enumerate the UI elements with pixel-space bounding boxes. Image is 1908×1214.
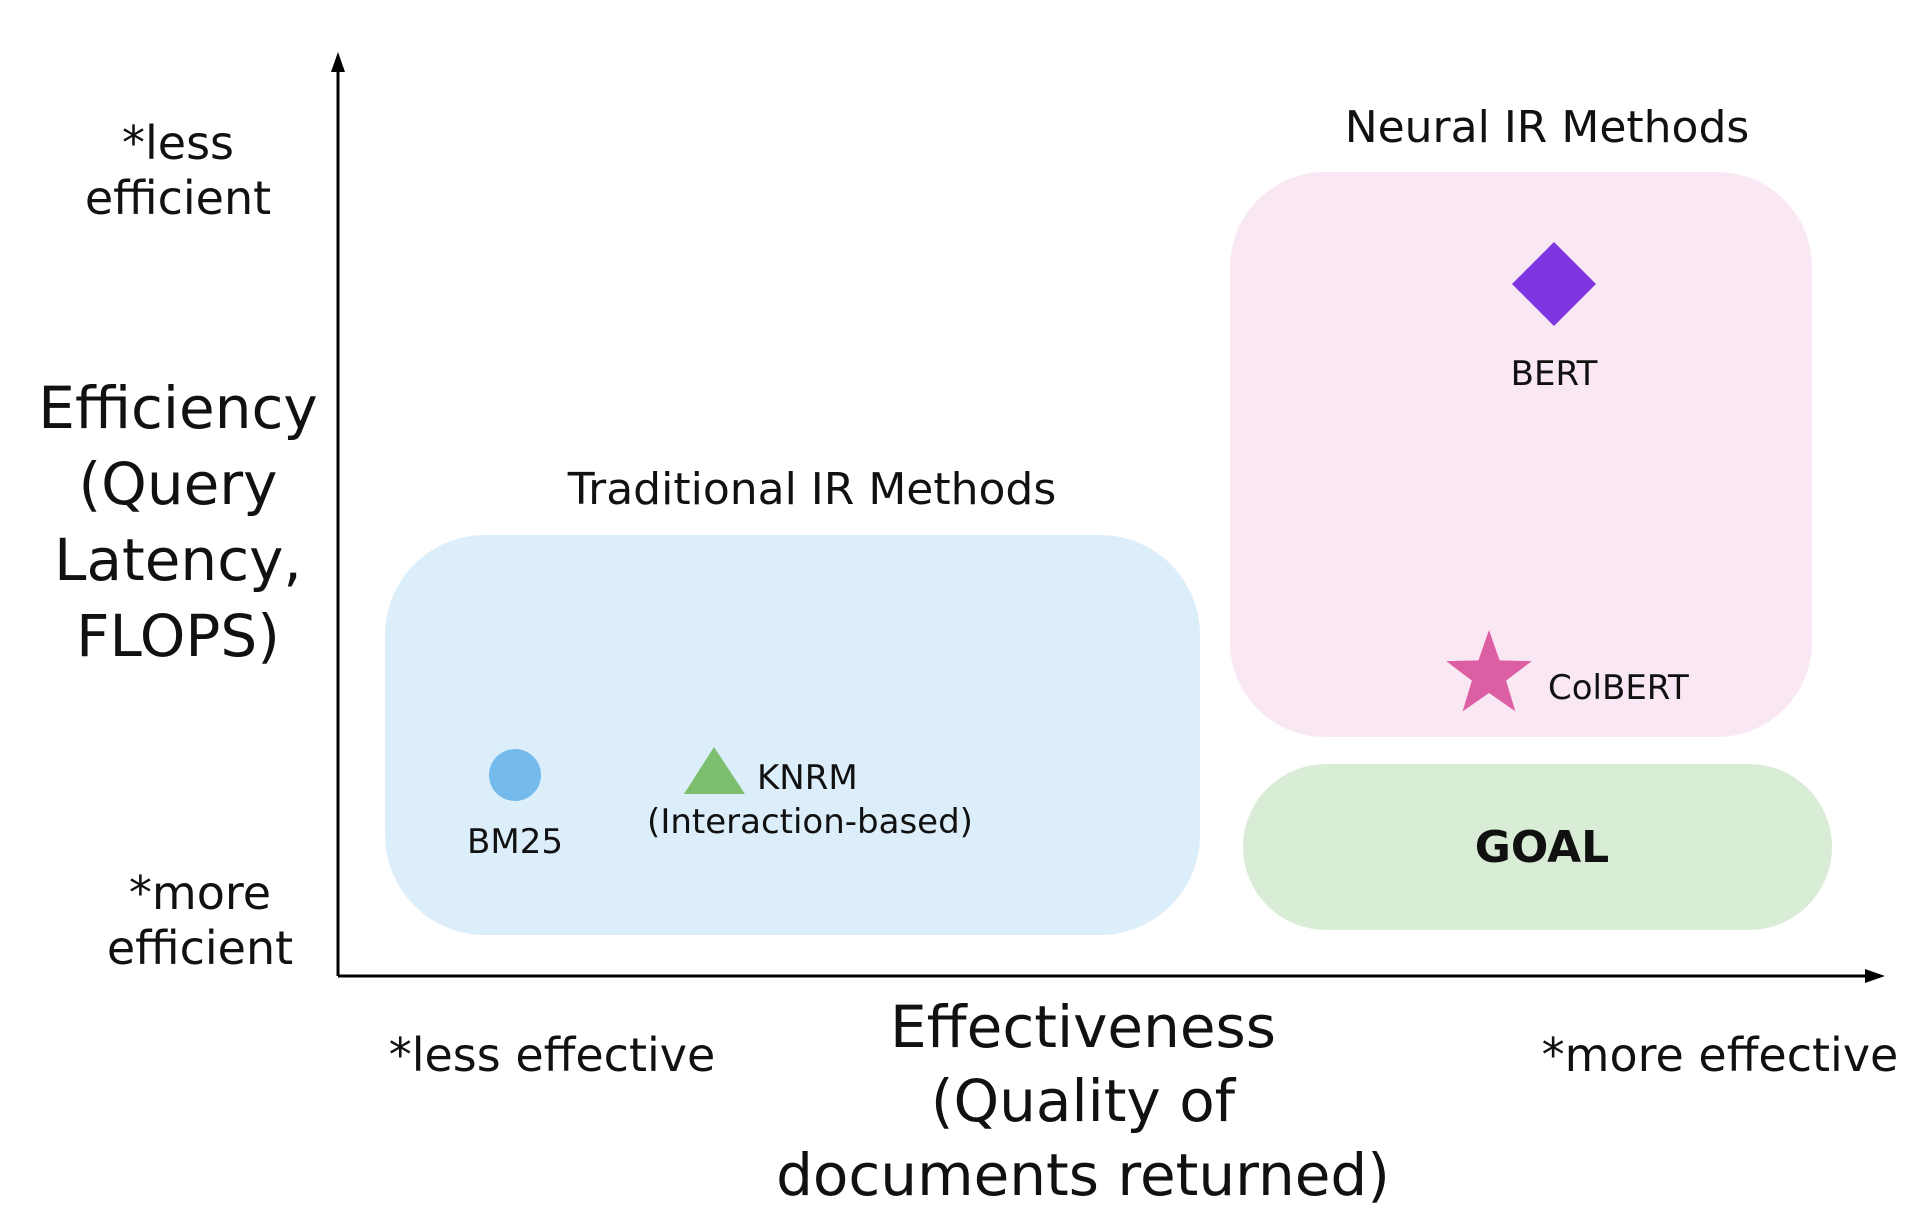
y-axis-title-line-2: (Query: [78, 450, 278, 518]
x-left-note: *less effective: [388, 1028, 716, 1082]
y-axis-title-line-3: Latency,: [54, 526, 302, 594]
y-axis-arrowhead: [331, 52, 345, 72]
x-axis-title-line-1: Effectiveness: [890, 993, 1276, 1061]
y-bottom-note-line-1: *more: [128, 866, 272, 920]
traditional-ir-title: Traditional IR Methods: [567, 464, 1057, 515]
neural-ir-region: [1230, 172, 1812, 737]
colbert-label: ColBERT: [1548, 668, 1689, 708]
knrm-sublabel: (Interaction-based): [647, 802, 973, 842]
y-axis-title-line-1: Efficiency: [38, 374, 318, 442]
knrm-marker: [684, 747, 745, 794]
y-axis-title-line-4: FLOPS): [76, 602, 280, 670]
goal-region: [1243, 764, 1832, 930]
y-axis-title: Efficiency (Query Latency, FLOPS): [38, 370, 317, 674]
bm25-label: BM25: [467, 822, 563, 862]
colbert-marker: [1446, 630, 1532, 712]
bert-marker: [1512, 242, 1596, 326]
knrm-label: KNRM: [757, 758, 858, 798]
bert-label: BERT: [1510, 354, 1598, 394]
neural-ir-title: Neural IR Methods: [1344, 102, 1750, 153]
traditional-ir-region: [385, 535, 1200, 935]
goal-label: GOAL: [1474, 822, 1610, 873]
x-axis-title: Effectiveness (Quality of documents retu…: [776, 990, 1390, 1212]
y-top-note-line-2: efficient: [84, 171, 272, 226]
y-bottom-note-line-2: efficient: [106, 921, 294, 976]
x-axis-arrowhead: [1865, 969, 1885, 983]
y-top-note: *less efficient: [85, 116, 271, 226]
x-right-note: *more effective: [1541, 1028, 1899, 1082]
x-axis-title-line-2: (Quality of: [930, 1067, 1236, 1135]
y-top-note-line-1: *less: [121, 116, 234, 170]
x-axis-title-line-3: documents returned): [776, 1141, 1390, 1209]
bm25-marker: [489, 749, 541, 801]
y-bottom-note: *more efficient: [107, 866, 293, 976]
